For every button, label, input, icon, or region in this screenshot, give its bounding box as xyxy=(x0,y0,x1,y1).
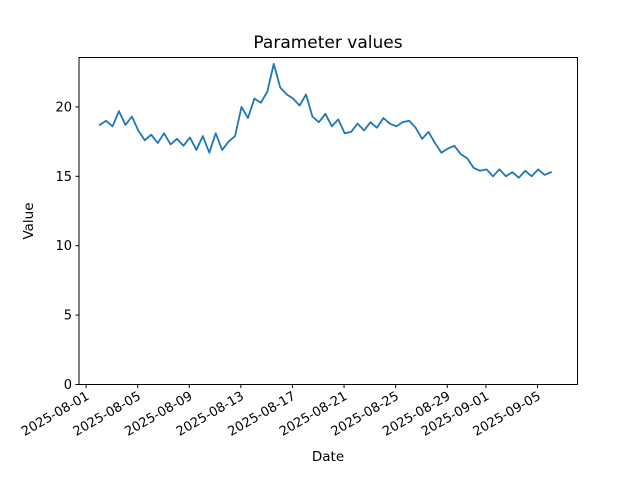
chart-title: Parameter values xyxy=(253,33,402,53)
plot-area xyxy=(78,57,578,385)
y-tick-label: 10 xyxy=(55,239,72,254)
y-tick-label: 5 xyxy=(64,309,72,324)
y-axis: 0 5 10 15 20 xyxy=(55,100,79,393)
y-tick-label: 15 xyxy=(55,170,72,185)
y-axis-label: Value xyxy=(21,202,37,239)
x-axis: 2025-08-012025-08-052025-08-092025-08-13… xyxy=(19,384,544,440)
y-tick-label: 0 xyxy=(64,378,72,393)
data-line xyxy=(98,62,552,179)
y-tick-label: 20 xyxy=(55,100,72,115)
x-axis-label: Date xyxy=(312,449,344,465)
